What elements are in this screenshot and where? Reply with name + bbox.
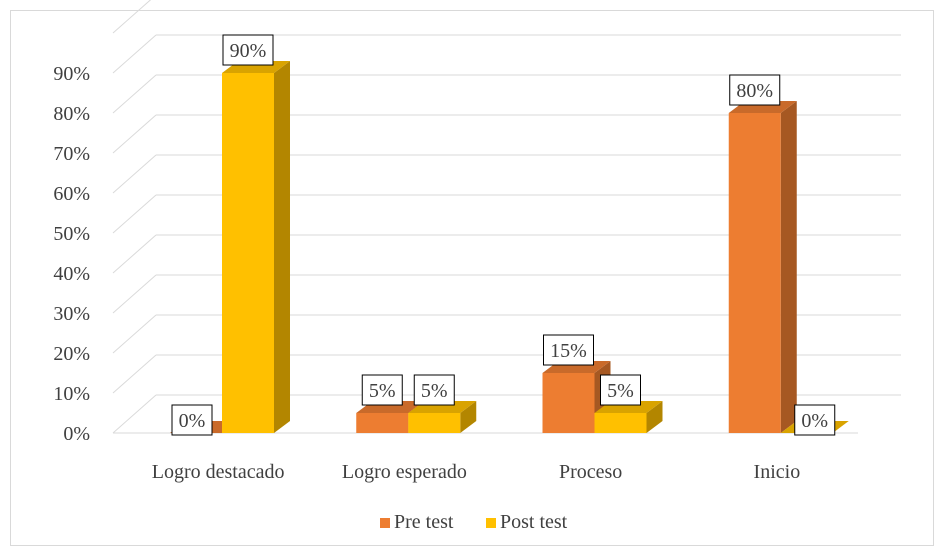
bar bbox=[542, 373, 595, 433]
data-label: 80% bbox=[736, 80, 773, 102]
category-label: Logro destacado bbox=[152, 461, 285, 483]
gridline-diagonal bbox=[112, 34, 157, 74]
gridline-diagonal bbox=[112, 154, 157, 194]
data-label-box bbox=[794, 404, 836, 436]
legend-swatch bbox=[380, 518, 390, 528]
data-label: 15% bbox=[550, 340, 587, 362]
y-tick-label: 40% bbox=[53, 263, 90, 285]
y-tick-label: 50% bbox=[53, 223, 90, 245]
y-axis-ticks: 0% 10% 20% 30% 40% 50% 60% 70% 80% 90% bbox=[53, 63, 90, 445]
y-tick-label: 0% bbox=[63, 423, 90, 445]
data-label: 0% bbox=[801, 410, 828, 432]
gridline-diagonal bbox=[112, 0, 152, 34]
data-label-box bbox=[729, 74, 781, 106]
bar-side bbox=[460, 401, 477, 433]
y-tick-label: 30% bbox=[53, 303, 90, 325]
bar-side bbox=[646, 401, 663, 433]
category-labels: Logro destacado Logro esperado Proceso Inic… bbox=[152, 461, 800, 483]
data-label-box bbox=[222, 34, 274, 66]
bars bbox=[170, 61, 849, 433]
gridline-diagonal bbox=[112, 114, 157, 154]
legend-swatch bbox=[486, 518, 496, 528]
bar bbox=[594, 413, 647, 433]
data-label-box bbox=[600, 374, 641, 406]
category-label: Logro esperado bbox=[342, 461, 467, 483]
gridline-diagonal bbox=[112, 194, 157, 234]
data-label: 0% bbox=[179, 410, 206, 432]
bar bbox=[222, 73, 274, 433]
data-label: 5% bbox=[607, 380, 634, 402]
gridline-diagonal bbox=[112, 234, 157, 274]
data-label: 90% bbox=[230, 40, 267, 62]
gridline-diagonal bbox=[112, 274, 157, 314]
legend-label: Pre test bbox=[394, 511, 454, 533]
bar bbox=[408, 413, 461, 433]
bar-side bbox=[780, 101, 797, 433]
y-tick-label: 70% bbox=[53, 143, 90, 165]
legend-label: Post test bbox=[500, 511, 568, 533]
data-labels: 0% 90% 5% 5% 15% 5% 80% 0% bbox=[171, 34, 836, 436]
data-label-box bbox=[543, 334, 594, 366]
y-tick-label: 10% bbox=[53, 383, 90, 405]
data-label: 5% bbox=[369, 380, 396, 402]
gridline-diagonal bbox=[112, 354, 157, 394]
data-label-box bbox=[361, 374, 403, 406]
bar bbox=[356, 413, 409, 433]
y-tick-label: 20% bbox=[53, 343, 90, 365]
gridline-diagonal bbox=[112, 74, 157, 114]
y-tick-label: 80% bbox=[53, 103, 90, 125]
category-label: Proceso bbox=[559, 461, 622, 483]
data-label: 5% bbox=[421, 380, 448, 402]
category-label: Inicio bbox=[754, 461, 801, 483]
bar-side bbox=[274, 61, 290, 433]
gridline-diagonal bbox=[112, 394, 157, 434]
y-tick-label: 90% bbox=[53, 63, 90, 85]
gridline-diagonal bbox=[112, 314, 157, 354]
data-label-box bbox=[171, 404, 213, 436]
bar bbox=[728, 113, 781, 433]
data-label-box bbox=[413, 374, 455, 406]
y-tick-label: 60% bbox=[53, 183, 90, 205]
legend: Pre test Post test bbox=[380, 511, 568, 533]
